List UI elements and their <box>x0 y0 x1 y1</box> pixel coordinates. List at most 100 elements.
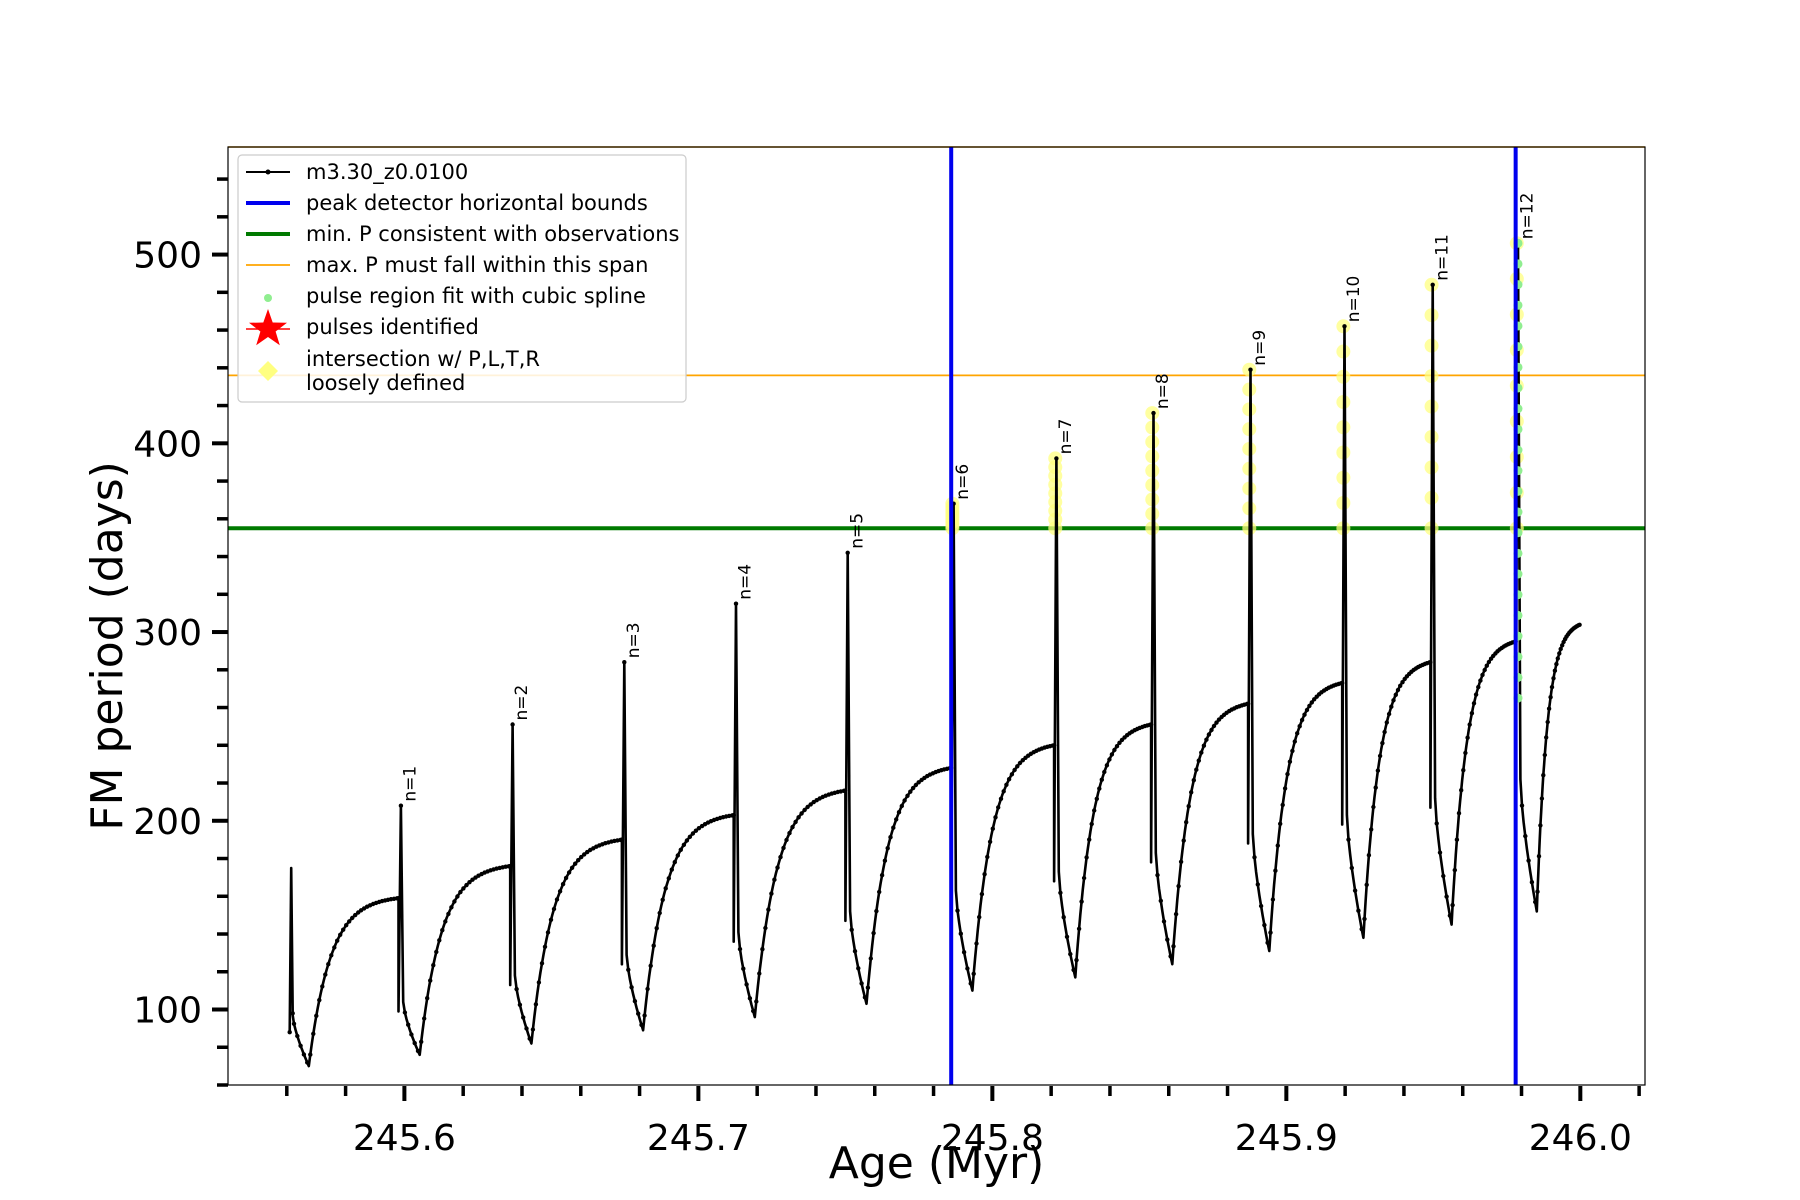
series-point <box>554 897 560 902</box>
series-point <box>793 819 798 825</box>
legend-box <box>237 154 687 403</box>
series-point <box>902 798 907 803</box>
series-point <box>908 789 913 794</box>
series-point <box>1273 868 1278 873</box>
series-point <box>955 908 960 913</box>
series-point <box>1017 760 1023 766</box>
series-point <box>415 1048 421 1054</box>
series-point <box>1544 735 1549 740</box>
series-point <box>1542 752 1548 758</box>
series-point <box>291 1021 297 1026</box>
series-point <box>1434 821 1439 826</box>
series-point <box>894 817 899 822</box>
series-point <box>1469 711 1475 716</box>
series-point <box>1471 701 1477 706</box>
series-point <box>1454 837 1460 842</box>
pulse-label: n=7 <box>1056 419 1076 455</box>
series-point <box>455 894 460 899</box>
series-point <box>1386 711 1392 717</box>
series-point <box>1519 803 1525 808</box>
pulse-label: n=9 <box>1250 330 1270 366</box>
series-point <box>1377 753 1383 759</box>
series-point <box>979 891 985 897</box>
series-point <box>1112 747 1117 753</box>
series-point <box>1545 719 1550 725</box>
series-point <box>1206 732 1212 737</box>
series-point <box>639 1022 644 1028</box>
series-point <box>1171 944 1176 949</box>
series-point <box>1393 692 1399 697</box>
series-point <box>760 947 765 952</box>
series-point <box>1006 777 1012 782</box>
y-tick-label: 400 <box>133 424 202 465</box>
series-point <box>862 995 868 1000</box>
series-point <box>1191 778 1197 783</box>
series-point <box>335 938 340 943</box>
series-point <box>1342 324 1347 329</box>
series-point <box>1450 902 1455 908</box>
y-tick-label: 300 <box>133 613 202 654</box>
series-point <box>579 854 584 860</box>
y-tick-label: 100 <box>133 991 202 1032</box>
series-point <box>1548 695 1553 700</box>
series-point <box>1001 789 1006 794</box>
series-point <box>557 889 563 894</box>
series-point <box>437 938 442 943</box>
series-point <box>865 985 871 990</box>
series-point <box>1074 957 1079 963</box>
series-point <box>877 889 882 895</box>
series-point <box>431 963 436 968</box>
series-track <box>287 241 1582 1068</box>
series-point <box>1009 772 1015 777</box>
series-point <box>1275 843 1281 848</box>
series-point <box>985 854 990 860</box>
series-point <box>533 1002 539 1007</box>
series-point <box>1265 940 1270 945</box>
series-point <box>326 962 331 967</box>
series-point <box>1064 934 1070 939</box>
series-point <box>681 842 687 847</box>
series-point <box>1292 739 1298 744</box>
series-point <box>1476 684 1481 690</box>
series-point <box>619 837 625 842</box>
series-point <box>527 1036 532 1041</box>
series-point <box>1551 676 1556 681</box>
series-point <box>1533 899 1538 905</box>
series-point <box>1364 882 1369 887</box>
series-point <box>1282 786 1288 791</box>
legend-swatch-star <box>249 309 287 346</box>
series-point <box>772 877 777 882</box>
series-point <box>899 803 904 809</box>
series-point <box>422 1016 427 1021</box>
y-tick-label: 200 <box>133 802 202 843</box>
series-point <box>1084 855 1089 860</box>
series-point <box>1290 748 1295 754</box>
series-point <box>874 908 879 914</box>
series-point <box>1255 882 1261 887</box>
series-point <box>396 896 401 901</box>
series-point <box>1546 706 1552 711</box>
series-point <box>974 941 979 946</box>
legend-label: loosely defined <box>306 371 465 395</box>
series-point <box>1099 777 1105 782</box>
series-point <box>320 984 325 989</box>
series-point <box>295 1033 300 1039</box>
series-point <box>1380 740 1385 746</box>
series-point <box>1549 684 1555 690</box>
series-point <box>1151 410 1156 416</box>
series-point <box>301 1052 307 1057</box>
series-point <box>563 875 569 881</box>
series-point <box>910 785 916 791</box>
series-point <box>1480 672 1485 678</box>
series-point <box>434 949 439 955</box>
series-point <box>1068 951 1073 957</box>
series-point <box>1359 926 1364 932</box>
series-point <box>781 845 786 851</box>
series-point <box>1371 804 1376 810</box>
series-point <box>467 880 472 885</box>
series-point <box>1252 855 1257 860</box>
series-point <box>1196 758 1202 763</box>
series-point <box>1258 903 1264 909</box>
series-point <box>419 1039 424 1045</box>
series-point <box>1340 680 1345 686</box>
